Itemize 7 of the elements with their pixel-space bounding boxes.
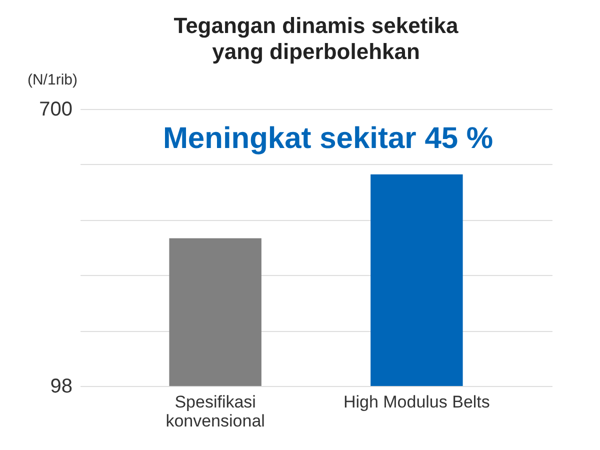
y-axis-title: (N/1rib) <box>27 72 78 88</box>
y-tick-label: 700 <box>39 98 72 120</box>
x-tick-label: Spesifikasi konvensional <box>166 392 265 430</box>
annotation: Meningkat sekitar 45 % <box>162 122 494 155</box>
y-tick-label: 98 <box>50 376 72 398</box>
x-tick-label: High Modulus Belts <box>343 392 490 412</box>
chart-title: Tegangan dinamis seketika yang diperbolehkan <box>174 13 459 64</box>
